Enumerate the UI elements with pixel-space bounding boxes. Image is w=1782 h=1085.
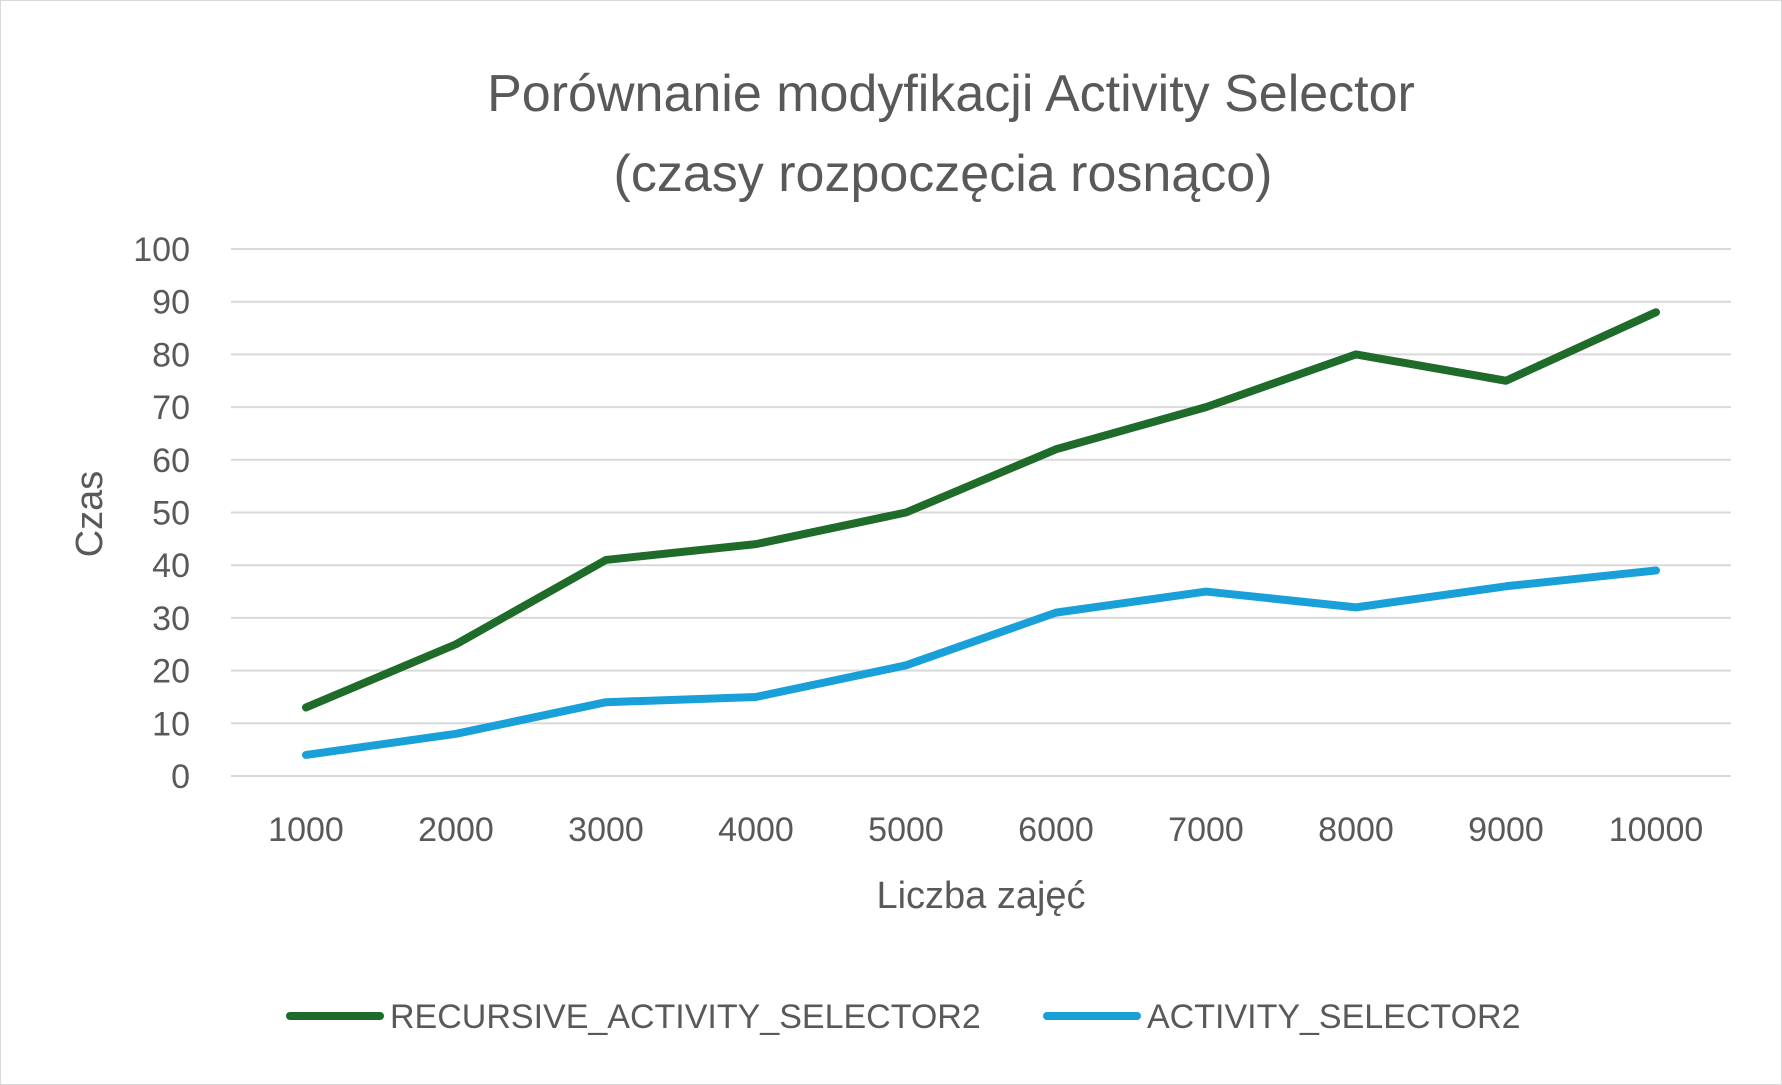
y-tick-label: 90: [152, 284, 190, 322]
x-tick-label: 6000: [1018, 811, 1094, 849]
y-tick-label: 60: [152, 442, 190, 480]
x-tick-label: 7000: [1168, 811, 1244, 849]
chart-title-line-2: (czasy rozpoczęcia rosnąco): [614, 145, 1273, 203]
series-line-2: [302, 566, 1660, 759]
series-line-1: [302, 308, 1660, 712]
y-tick-label: 100: [133, 231, 190, 269]
y-tick-label: 70: [152, 389, 190, 427]
legend-label-1: RECURSIVE_ACTIVITY_SELECTOR2: [390, 998, 981, 1036]
chart-title: Porównanie modyfikacji Activity Selector…: [487, 65, 1415, 203]
x-tick-label: 8000: [1318, 811, 1394, 849]
y-axis-title: Czas: [69, 471, 111, 558]
y-tick-label: 20: [152, 653, 190, 691]
x-tick-label: 10000: [1609, 811, 1704, 849]
legend-label-2: ACTIVITY_SELECTOR2: [1147, 998, 1521, 1036]
y-tick-label: 80: [152, 336, 190, 374]
y-tick-label: 10: [152, 705, 190, 743]
gridlines: [231, 248, 1731, 777]
chart-title-line-1: Porównanie modyfikacji Activity Selector: [487, 65, 1415, 123]
x-tick-label: 2000: [418, 811, 494, 849]
y-tick-label: 50: [152, 495, 190, 533]
series-lines: [302, 308, 1660, 759]
y-tick-label: 30: [152, 600, 190, 638]
x-axis-tick-labels: 1000 2000 3000 4000 5000 6000 7000 8000 9000 1000…: [268, 811, 1703, 849]
legend: RECURSIVE_ACTIVITY_SELECTOR2 ACTIVITY_SEL…: [286, 998, 1521, 1036]
x-tick-label: 4000: [718, 811, 794, 849]
x-tick-label: 5000: [868, 811, 944, 849]
x-tick-label: 3000: [568, 811, 644, 849]
x-tick-label: 1000: [268, 811, 344, 849]
y-tick-label: 40: [152, 547, 190, 585]
x-axis-title: Liczba zajęć: [876, 875, 1085, 917]
x-tick-label: 9000: [1468, 811, 1544, 849]
y-axis-tick-labels: 0 10 20 30 40 50 60 70 80 90 100: [133, 231, 190, 796]
y-tick-label: 0: [171, 758, 190, 796]
